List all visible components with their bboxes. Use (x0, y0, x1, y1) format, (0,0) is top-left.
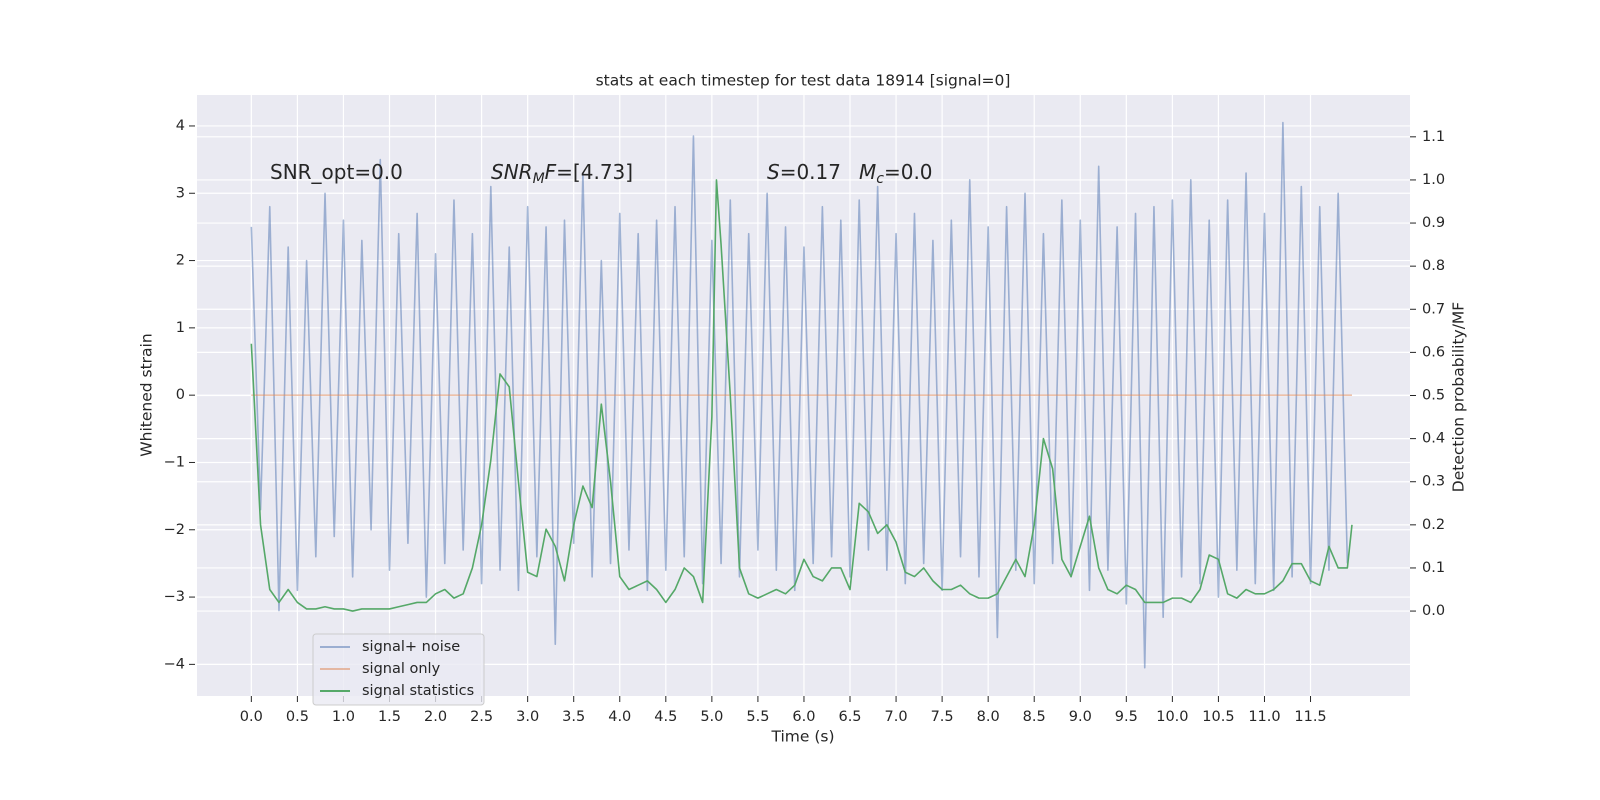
annotation: S=0.17 (767, 160, 841, 184)
x-tick-label: 6.0 (792, 709, 815, 725)
y-tick-label: −1 (164, 454, 185, 470)
x-tick-label: 6.5 (838, 709, 861, 725)
y-tick-label: 2 (176, 253, 185, 269)
x-axis-label: Time (s) (770, 728, 834, 746)
legend-label: signal statistics (362, 683, 474, 699)
x-tick-label: 5.0 (700, 709, 723, 725)
x-tick-label: 0.0 (240, 709, 263, 725)
x-tick-label: 1.5 (378, 709, 401, 725)
y-tick-label: 1 (176, 320, 185, 336)
y2-tick-label: 0.3 (1422, 474, 1445, 490)
x-tick-label: 7.5 (931, 709, 954, 725)
y-tick-label: −3 (164, 589, 185, 605)
labels: 0.0 0.5 1.0 1.5 2.0 2.5 3.0 3.5 4.0 4.5 5.0 5.5 6.0 6… (164, 118, 1445, 725)
x-tick-label: 4.0 (608, 709, 631, 725)
x-tick-label: 8.5 (1023, 709, 1046, 725)
y2-tick-label: 0.6 (1422, 344, 1445, 360)
series-line (250, 121, 1349, 669)
y2-tick-label: 1.1 (1422, 129, 1445, 145)
x-tick-label: 11.0 (1248, 709, 1280, 725)
x-tick-label: 5.5 (746, 709, 769, 725)
annotation: SNRMF=[4.73] (491, 160, 633, 188)
x-tick-label: 4.5 (654, 709, 677, 725)
x-tick-label: 7.0 (885, 709, 908, 725)
annotation-part: M (859, 160, 876, 184)
y-axis-label: Whitened strain (138, 333, 156, 456)
x-tick-label: 8.0 (977, 709, 1000, 725)
y2-tick-label: 0.9 (1422, 215, 1445, 231)
y2-tick-label: 0.7 (1422, 301, 1445, 317)
y2-tick-label: 0.4 (1422, 431, 1445, 447)
y-tick-label: 3 (176, 185, 185, 201)
y-tick-label: 4 (176, 118, 185, 134)
x-tick-label: 10.0 (1156, 709, 1188, 725)
legend-box (312, 633, 485, 706)
x-tick-label: 1.0 (332, 709, 355, 725)
legend: signal+ noise signal only signal statistic… (312, 633, 485, 706)
annotation: SNR_opt=0.0 (270, 160, 403, 184)
x-tick-label: 9.5 (1115, 709, 1138, 725)
chart-title: stats at each timestep for test data 189… (596, 72, 1011, 90)
annotation-part: F (545, 160, 557, 184)
y2-axis-label: Detection probability/MF (1450, 302, 1468, 493)
y-tick-label: −2 (164, 522, 185, 538)
annotation-part: S (767, 160, 780, 184)
annotation-part: M (533, 171, 545, 187)
y2-tick-label: 0.8 (1422, 258, 1445, 274)
annotation-part: =0.0 (884, 160, 933, 184)
y-tick-label: −4 (164, 656, 185, 672)
y2-tick-label: 0.1 (1422, 560, 1445, 576)
y2-tick-label: 1.0 (1422, 172, 1445, 188)
y2-tick-label: 0.0 (1422, 603, 1445, 619)
x-tick-label: 2.0 (424, 709, 447, 725)
x-tick-label: 2.5 (470, 709, 493, 725)
legend-label: signal+ noise (362, 639, 460, 655)
y2-tick-label: 0.2 (1422, 517, 1445, 533)
annotation: Mc=0.0 (859, 160, 933, 188)
x-tick-label: 3.0 (516, 709, 539, 725)
x-tick-label: 0.5 (286, 709, 309, 725)
y-tick-label: 0 (176, 387, 185, 403)
y2-tick-label: 0.5 (1422, 388, 1445, 404)
series-line (250, 179, 1353, 612)
annotation-part: =[4.73] (556, 160, 633, 184)
annotation-part: =0.17 (780, 160, 841, 184)
annotation-part: c (876, 171, 884, 187)
x-tick-label: 11.5 (1294, 709, 1326, 725)
annotation-part: SNR_opt=0.0 (270, 160, 403, 184)
legend-label: signal only (362, 661, 441, 677)
x-tick-label: 3.5 (562, 709, 585, 725)
marks (250, 121, 1353, 669)
x-tick-label: 10.5 (1202, 709, 1234, 725)
annotation-part: SNR (491, 160, 533, 184)
x-tick-label: 9.0 (1069, 709, 1092, 725)
